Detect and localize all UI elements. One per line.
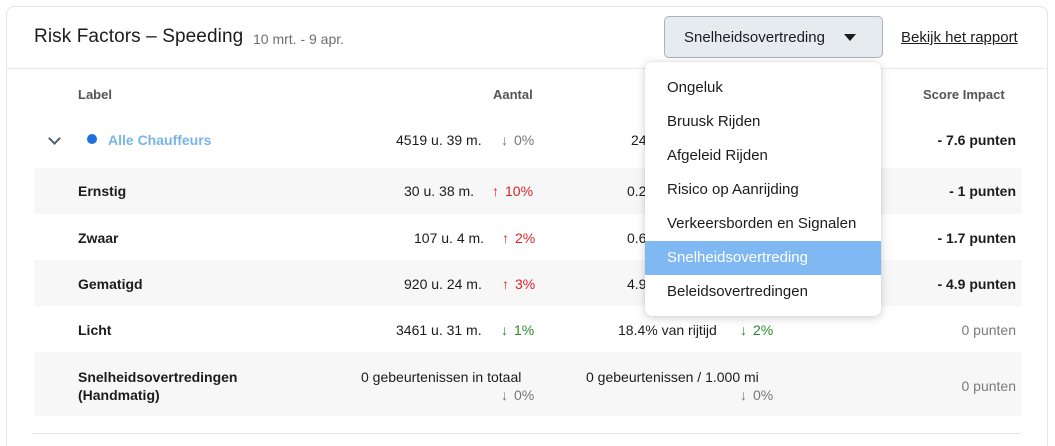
menu-item-policy-violations[interactable]: Beleidsovertredingen <box>667 283 808 300</box>
menu-item-harsh-driving[interactable]: Bruusk Rijden <box>667 113 761 130</box>
row-label: Zwaar <box>78 230 119 246</box>
table-row: Snelheidsovertredingen (Handmatig) 0 geb… <box>34 352 1022 416</box>
row-impact: - 1 punten <box>949 183 1016 199</box>
row-count: 107 u. 4 m. <box>414 230 485 246</box>
column-header-impact: Score Impact <box>923 87 1005 102</box>
row-impact: 0 punten <box>961 322 1017 338</box>
row-count-change: 0% <box>514 132 535 148</box>
row-count: 3461 u. 31 m. <box>396 322 482 338</box>
row-count-change: 0% <box>514 387 535 403</box>
row-ratio: 4.9 <box>627 276 647 292</box>
row-impact: - 1.7 punten <box>937 230 1016 246</box>
row-impact: - 7.6 punten <box>937 132 1016 148</box>
menu-item-speeding[interactable]: Snelheidsovertreding <box>645 241 881 275</box>
row-count-change: 1% <box>514 322 535 338</box>
view-report-link[interactable]: Bekijk het rapport <box>901 29 1018 46</box>
row-impact: - 4.9 punten <box>937 276 1016 292</box>
table-row: Zwaar 107 u. 4 m. ↑ 2% 0.6 - 1.7 punten <box>34 214 1022 260</box>
arrow-up-icon: ↑ <box>502 230 509 246</box>
risk-factors-card: Risk Factors – Speeding 10 mrt. - 9 apr.… <box>6 6 1048 446</box>
row-count: 920 u. 24 m. <box>404 276 482 292</box>
row-ratio: 18.4% van rijtijd <box>618 322 717 338</box>
select-value: Snelheidsovertreding <box>684 28 825 46</box>
row-label: Licht <box>78 322 112 338</box>
date-range: 10 mrt. - 9 apr. <box>253 31 345 47</box>
row-ratio-change: 2% <box>753 322 774 338</box>
row-label: Gematigd <box>78 276 143 292</box>
risk-type-select[interactable]: Snelheidsovertreding <box>664 16 883 58</box>
row-count: 0 gebeurtenissen in totaal <box>361 369 522 385</box>
row-ratio: 0 gebeurtenissen / 1.000 mi <box>586 369 759 385</box>
row-label: Ernstig <box>78 183 127 199</box>
column-header-label: Label <box>78 87 112 102</box>
table-row-all-drivers[interactable]: Alle Chauffeurs 4519 u. 39 m. ↓ 0% 24 - … <box>34 122 1022 168</box>
arrow-up-icon: ↑ <box>502 276 509 292</box>
arrow-down-icon: ↓ <box>740 322 747 338</box>
row-ratio: 24 <box>631 132 647 148</box>
arrow-up-icon: ↑ <box>492 183 499 199</box>
arrow-down-icon: ↓ <box>740 387 747 403</box>
arrow-down-icon: ↓ <box>501 322 508 338</box>
row-ratio-change: 0% <box>753 387 774 403</box>
arrow-down-icon: ↓ <box>501 387 508 403</box>
page-title: Risk Factors – Speeding <box>34 26 244 47</box>
table-row: Licht 3461 u. 31 m. ↓ 1% 18.4% van rijti… <box>34 306 1022 352</box>
menu-item-accident[interactable]: Ongeluk <box>667 79 723 96</box>
card-header: Risk Factors – Speeding 10 mrt. - 9 apr.… <box>7 7 1047 69</box>
column-header-count: Aantal <box>493 87 533 102</box>
row-count: 4519 u. 39 m. <box>396 132 482 148</box>
row-count-change: 2% <box>515 230 536 246</box>
row-count-change: 3% <box>515 276 536 292</box>
row-label[interactable]: Alle Chauffeurs <box>108 132 212 148</box>
row-count: 30 u. 38 m. <box>404 183 475 199</box>
chevron-down-icon[interactable] <box>48 132 61 145</box>
row-ratio: 0.2 <box>627 183 647 199</box>
row-count-change: 10% <box>505 183 534 199</box>
risk-type-dropdown-menu: Ongeluk Bruusk Rijden Afgeleid Rijden Ri… <box>645 62 881 316</box>
row-label-line1: Snelheidsovertredingen <box>78 369 238 385</box>
series-dot-icon <box>87 134 97 144</box>
table-bottom-divider <box>33 433 1021 434</box>
row-ratio: 0.6 <box>627 230 647 246</box>
menu-item-distracted-driving[interactable]: Afgeleid Rijden <box>667 147 768 164</box>
menu-item-collision-risk[interactable]: Risico op Aanrijding <box>667 181 799 198</box>
row-impact: 0 punten <box>961 378 1017 394</box>
row-label-line2: (Handmatig) <box>78 387 160 403</box>
arrow-down-icon: ↓ <box>501 132 508 148</box>
menu-item-traffic-signs[interactable]: Verkeersborden en Signalen <box>667 215 857 232</box>
caret-down-icon <box>844 34 856 41</box>
